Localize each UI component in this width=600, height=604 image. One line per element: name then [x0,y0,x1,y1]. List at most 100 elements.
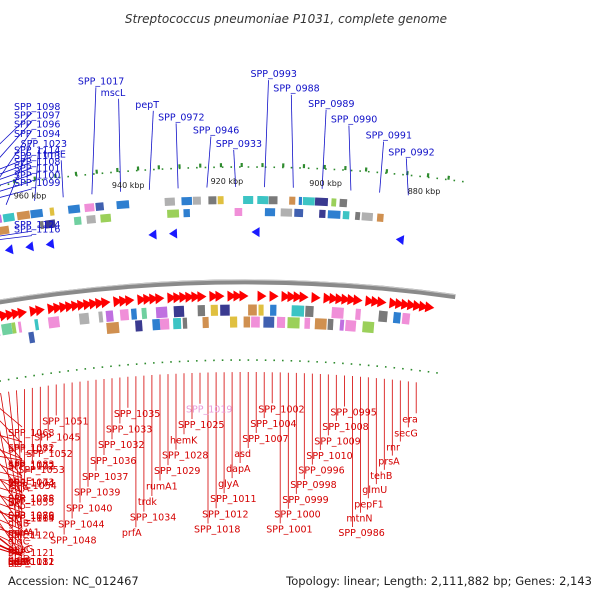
top-connector [291,95,293,188]
gene-label-spp-1012: SPP_1012 [202,509,248,520]
gene-label-spp-1004: SPP_1004 [250,419,296,430]
kbp-label-920-kbp: 920 kbp [211,177,244,186]
feature-block [68,209,80,210]
feature-block [0,230,9,232]
gene-label-spp-0990: SPP_0990 [331,115,377,126]
top-connector [322,110,326,189]
gene-label-pept: pepT [135,100,159,111]
gene-label-pula: pulA [8,483,30,494]
gene-label-rnr: rnr [386,443,400,454]
gene-label-spp-1044: SPP_1044 [58,520,104,531]
feature-block [332,313,344,314]
gene-label-hemk: hemK [170,435,198,446]
gene-label-spp-1040: SPP_1040 [66,504,112,515]
gene-label-spp-0989: SPP_0989 [308,99,354,110]
reverse-gene-arrow [25,241,34,251]
gene-label-spp-0972: SPP_0972 [158,112,204,123]
feature-tracks [0,200,410,431]
gene-label-spp-1132: SPP_1132 [8,557,54,568]
feature-block [3,217,14,219]
feature-block [167,213,179,214]
feature-block [315,202,328,203]
feature-block [362,216,373,217]
feature-block [135,326,142,327]
gene-label-dapa: dapA [226,464,251,475]
forward-gene-arrow [311,292,320,303]
gene-label-spp-1011: SPP_1011 [210,494,256,505]
gene-label-spp-1068: SPP_1068 [8,428,54,439]
gene-label-tehb: tehB [370,471,392,482]
gene-label-spp-1002: SPP_1002 [258,404,304,415]
feature-block [74,221,81,222]
reverse-gene-arrow [46,239,55,249]
gene-label-spp-0995: SPP_0995 [330,408,376,419]
feature-block [87,219,96,220]
top-connector [380,142,384,193]
gene-label-prsa: prsA [378,457,400,468]
gene-label-mscl: mscL [101,88,126,99]
gene-label-pepf1: pepF1 [354,499,383,510]
gene-label-spp-1098: SPP_1098 [14,102,60,113]
feature-block [50,211,54,212]
gene-label-ruma1: rumA1 [146,482,178,493]
feature-block [117,204,130,205]
feature-block [49,322,60,323]
gene-label-asd: asd [234,449,251,460]
gene-label-glgb: glgB [8,519,29,530]
feature-block [165,202,175,203]
gene-label-spp-1019: SPP_1019 [186,405,232,416]
map-title: Streptococcus pneumoniae P1031, complete… [125,12,447,26]
reverse-gene-arrow [148,230,156,240]
gene-label-spp-1036: SPP_1036 [90,456,136,467]
gene-label-spp-1008: SPP_1008 [322,422,368,433]
gene-label-spp-1001: SPP_1001 [266,524,312,535]
gene-label-spp-1094: SPP_1094 [14,129,60,140]
feature-block [156,312,167,313]
gene-label-spp-1032: SPP_1032 [98,440,144,451]
gene-label-glgc: glgC [8,536,30,547]
gene-label-trdk: trdk [138,497,157,508]
top-connector [265,80,269,187]
feature-block [2,328,12,330]
gene-label-spp-1033: SPP_1033 [106,425,152,436]
gene-label-spp-0999: SPP_0999 [282,495,328,506]
feature-block [12,328,16,329]
gene-label-spp-1018: SPP_1018 [194,525,240,536]
gene-label-eno: eno [8,501,26,512]
genome-summary: Topology: linear; Length: 2,111,882 bp; … [285,574,592,588]
feature-block [340,203,347,204]
reverse-gene-arrow [396,235,404,245]
gene-label-spp-0991: SPP_0991 [366,131,412,142]
top-connector [119,99,121,192]
feature-block [31,213,43,215]
top-connector [61,160,63,197]
gene-label-spp-1017: SPP_1017 [78,76,124,87]
ruler-tick [448,176,449,180]
gene-label-spp-1102: SPP_1102 [8,461,54,472]
feature-block [345,325,356,326]
gene-label-spp-0988: SPP_0988 [273,84,319,95]
top-connector [149,111,153,190]
forward-gene-arrow [258,291,267,302]
accession-text: Accession: NC_012467 [8,574,139,588]
feature-block [292,311,305,312]
gene-label-spp-1082: SPP_1082 [8,443,54,454]
gene-arrows [0,227,434,412]
forward-gene-arrow [270,291,279,302]
kbp-label-960-kbp: 960 kbp [14,191,47,200]
feature-block [96,206,104,207]
feature-block [393,317,400,318]
kbp-label-900-kbp: 900 kbp [309,179,342,188]
gene-label-spp-1114: SPP_1114 [14,146,60,157]
gene-label-glya: glyA [218,479,239,490]
feature-block [0,219,2,220]
gene-label-spp-0998: SPP_0998 [290,480,336,491]
gene-label-era: era [402,414,418,425]
gene-label-spp-1037: SPP_1037 [82,472,128,483]
gene-label-spp-1009: SPP_1009 [314,436,360,447]
gene-label-spp-0986: SPP_0986 [338,528,384,539]
feature-block [328,214,341,215]
gene-label-spp-0933: SPP_0933 [216,139,262,150]
